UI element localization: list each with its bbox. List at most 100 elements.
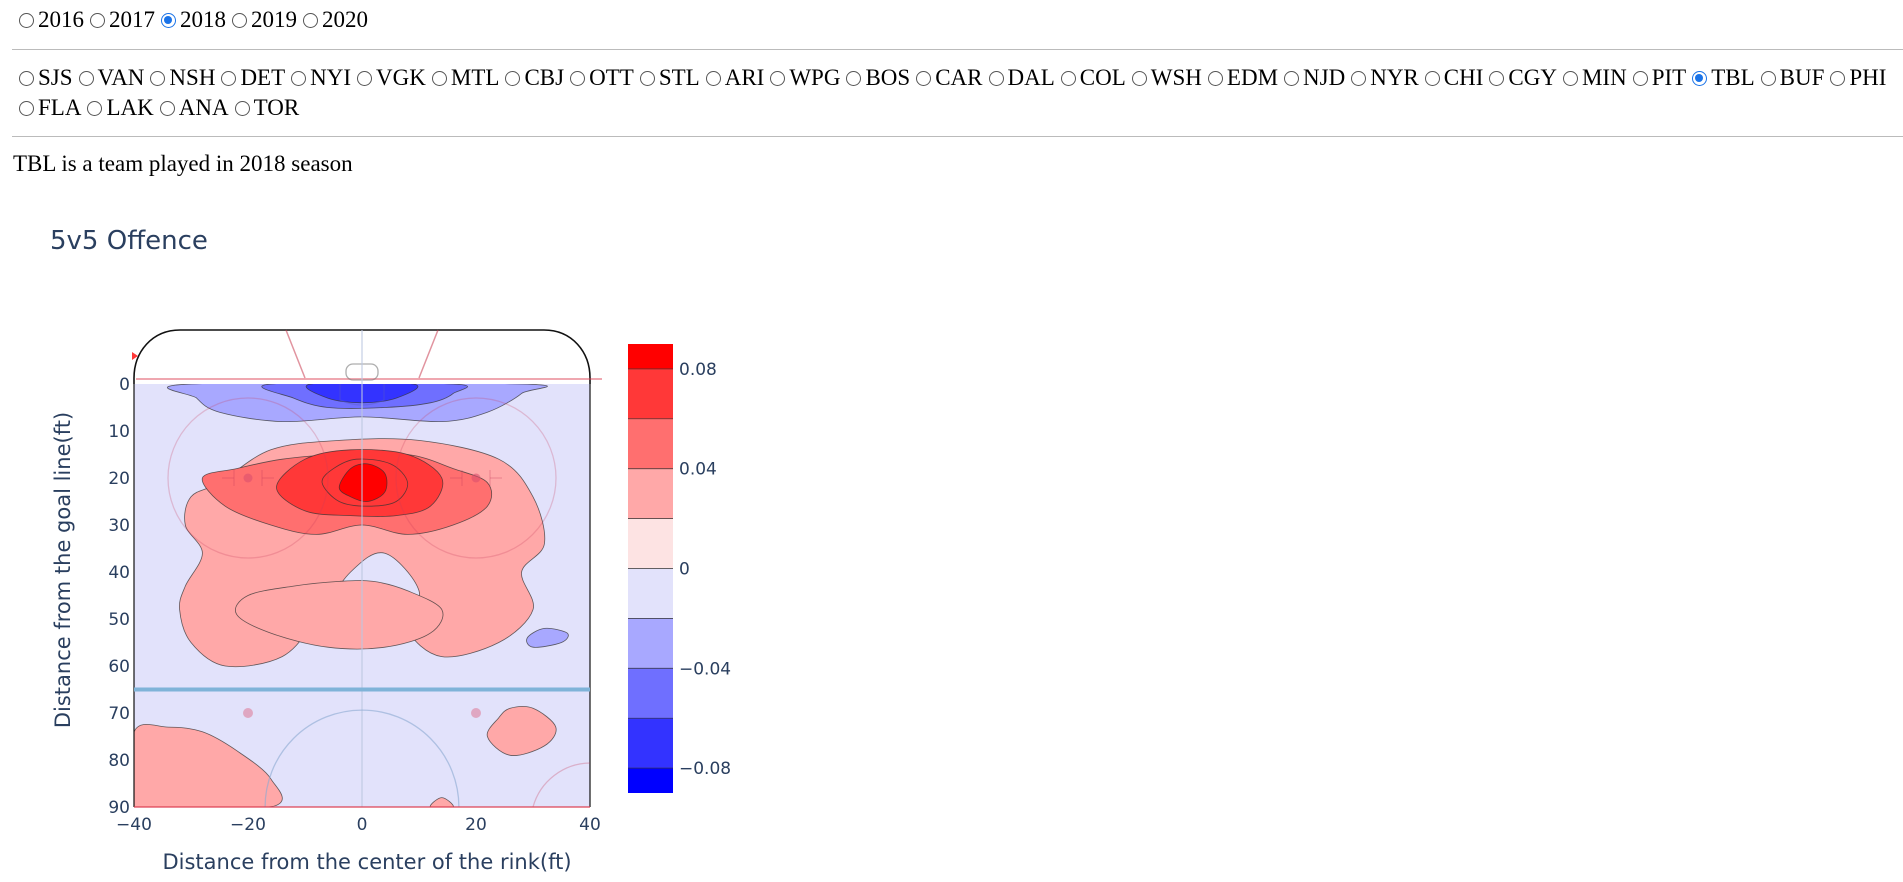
radio-button[interactable] [505, 70, 521, 86]
team-option-col[interactable]: COL [1060, 65, 1126, 91]
team-option-van[interactable]: VAN [78, 65, 144, 91]
radio-button[interactable] [431, 70, 447, 86]
team-option-ari[interactable]: ARI [705, 65, 764, 91]
contour-region-negative[interactable] [167, 382, 548, 423]
y-tick-label: 20 [108, 469, 130, 489]
contour-background [134, 384, 590, 807]
team-option-label: STL [658, 65, 700, 90]
radio-button[interactable] [988, 70, 1004, 86]
colorbar-band [628, 718, 673, 769]
radio-button[interactable] [1351, 70, 1367, 86]
radio-button[interactable] [1131, 70, 1147, 86]
contour-region-positive[interactable] [235, 580, 444, 650]
radio-button[interactable] [150, 70, 166, 86]
team-option-phi[interactable]: PHI [1830, 65, 1886, 91]
radio-button[interactable] [570, 70, 586, 86]
radio-button[interactable] [705, 70, 721, 86]
contour-region-positive[interactable] [276, 449, 444, 517]
team-option-dal[interactable]: DAL [988, 65, 1055, 91]
team-option-bos[interactable]: BOS [846, 65, 910, 91]
team-option-stl[interactable]: STL [639, 65, 700, 91]
contour-region-positive[interactable] [338, 463, 388, 503]
team-option-mtl[interactable]: MTL [431, 65, 499, 91]
team-option-edm[interactable]: EDM [1207, 65, 1278, 91]
radio-button[interactable] [357, 70, 373, 86]
colorbar-band [628, 668, 673, 719]
contour-region-negative[interactable] [261, 382, 468, 409]
contour-region-positive[interactable] [486, 706, 557, 756]
season-option-2016[interactable]: 2016 [19, 7, 84, 33]
team-option-label: COL [1079, 65, 1126, 90]
team-option-cgy[interactable]: CGY [1489, 65, 1557, 91]
contour-region-negative[interactable] [526, 627, 569, 648]
team-option-nyr[interactable]: NYR [1351, 65, 1419, 91]
faceoff-circle [167, 397, 329, 559]
radio-button[interactable] [90, 12, 105, 28]
team-option-sjs[interactable]: SJS [19, 65, 73, 91]
radio-button[interactable] [1424, 70, 1440, 86]
radio-button[interactable] [19, 12, 34, 28]
radio-button[interactable] [303, 12, 318, 28]
team-option-wpg[interactable]: WPG [770, 65, 840, 91]
radio-button[interactable] [159, 100, 175, 116]
contour-region-positive[interactable] [122, 724, 283, 813]
season-option-2020[interactable]: 2020 [303, 7, 368, 33]
team-option-ott[interactable]: OTT [570, 65, 634, 91]
radio-button[interactable] [1562, 70, 1578, 86]
contour-region-positive[interactable] [179, 438, 546, 668]
radio-button[interactable] [19, 70, 34, 86]
radio-button[interactable] [1632, 70, 1648, 86]
team-option-tor[interactable]: TOR [234, 95, 299, 121]
team-option-njd[interactable]: NJD [1284, 65, 1345, 91]
radio-button[interactable] [1284, 70, 1300, 86]
radio-button[interactable] [19, 100, 34, 116]
radio-button[interactable] [916, 70, 932, 86]
colorbar-band [628, 768, 673, 793]
team-option-det[interactable]: DET [221, 65, 285, 91]
contour-region-positive[interactable] [321, 458, 409, 507]
team-option-chi[interactable]: CHI [1424, 65, 1483, 91]
x-tick-label: 0 [357, 815, 368, 835]
season-option-2019[interactable]: 2019 [232, 7, 297, 33]
radio-button[interactable] [221, 70, 237, 86]
team-option-fla[interactable]: FLA [19, 95, 81, 121]
team-option-label: BUF [1779, 65, 1825, 90]
contour-region-positive[interactable] [201, 452, 493, 535]
radio-button[interactable] [770, 70, 786, 86]
axes: −40 −20 0 20 40 0 10 20 30 40 50 60 70 80 90 [108, 375, 600, 835]
divider [12, 136, 1903, 137]
radio-button[interactable] [1060, 70, 1076, 86]
team-option-nsh[interactable]: NSH [150, 65, 215, 91]
team-option-buf[interactable]: BUF [1760, 65, 1825, 91]
radio-button[interactable] [234, 100, 250, 116]
radio-button[interactable] [846, 70, 862, 86]
radio-button[interactable] [1830, 70, 1846, 86]
team-option-label: MIN [1581, 65, 1627, 90]
radio-button[interactable] [161, 12, 176, 28]
radio-button[interactable] [1692, 70, 1708, 86]
team-option-tbl[interactable]: TBL [1692, 65, 1755, 91]
radio-button[interactable] [87, 100, 103, 116]
season-option-2018[interactable]: 2018 [161, 7, 226, 33]
team-option-lak[interactable]: LAK [87, 95, 154, 121]
contour-region-positive[interactable] [429, 797, 454, 809]
radio-button[interactable] [1207, 70, 1223, 86]
team-option-cbj[interactable]: CBJ [505, 65, 564, 91]
radio-button[interactable] [1760, 70, 1776, 86]
team-option-ana[interactable]: ANA [159, 95, 229, 121]
team-option-nyi[interactable]: NYI [291, 65, 351, 91]
team-option-pit[interactable]: PIT [1632, 65, 1686, 91]
season-option-2017[interactable]: 2017 [90, 7, 155, 33]
team-option-wsh[interactable]: WSH [1131, 65, 1202, 91]
team-option-vgk[interactable]: VGK [357, 65, 426, 91]
radio-button[interactable] [232, 12, 247, 28]
radio-button[interactable] [1489, 70, 1505, 86]
team-option-label: WPG [789, 65, 841, 90]
radio-button[interactable] [78, 70, 94, 86]
contour-region-negative[interactable] [305, 382, 419, 404]
radio-button[interactable] [639, 70, 655, 86]
team-option-min[interactable]: MIN [1562, 65, 1627, 91]
radio-button[interactable] [291, 70, 307, 86]
team-option-car[interactable]: CAR [916, 65, 983, 91]
